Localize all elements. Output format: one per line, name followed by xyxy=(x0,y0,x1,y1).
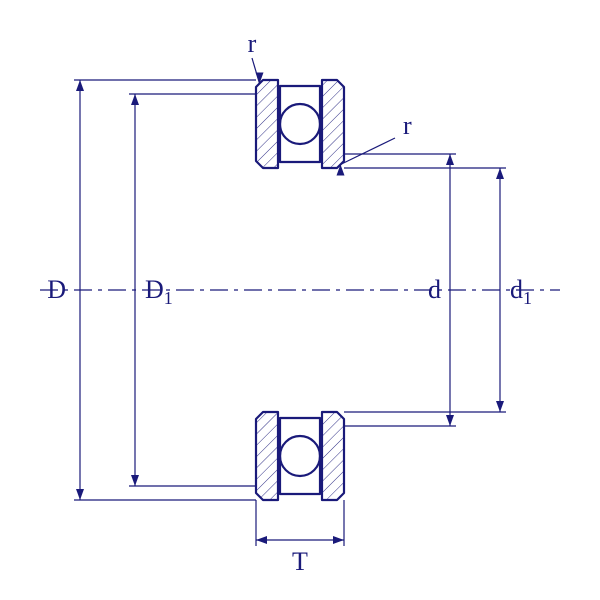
bearing-half-bot xyxy=(256,412,344,500)
label-T: T xyxy=(292,547,308,576)
label-r-right: r xyxy=(403,111,412,140)
label-d1: d1 xyxy=(510,275,532,308)
label-D: D xyxy=(47,275,66,304)
label-d: d xyxy=(428,275,441,304)
label-r-top: r xyxy=(248,29,257,58)
label-D1: D1 xyxy=(145,275,173,308)
bearing-half-top xyxy=(256,80,344,168)
